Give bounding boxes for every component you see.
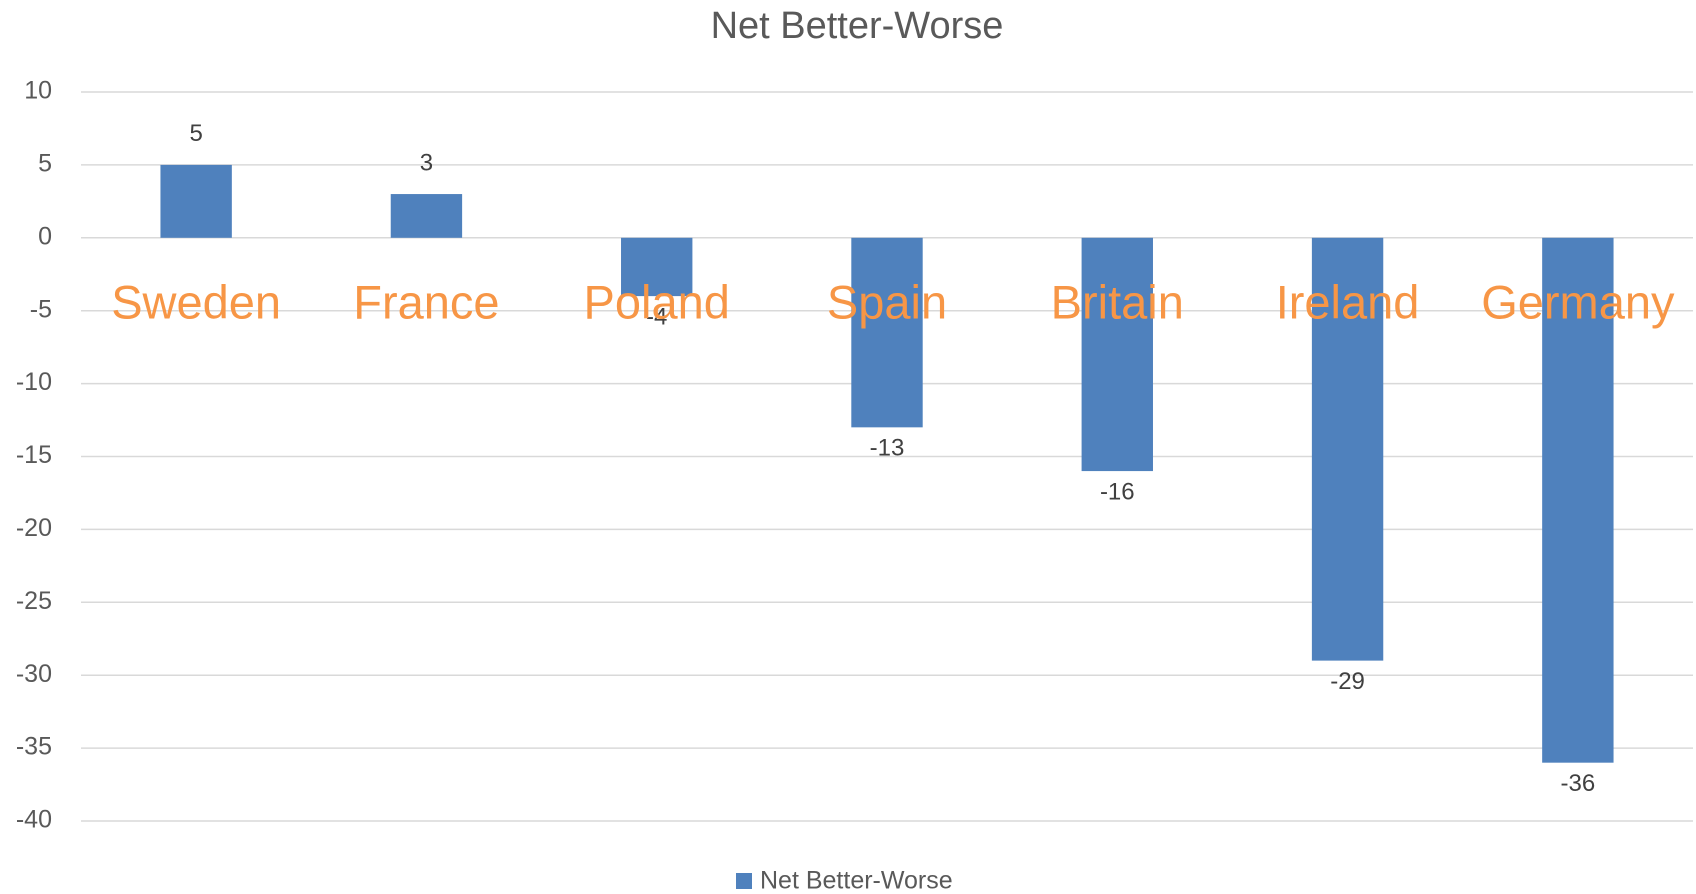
- data-label: 5: [189, 120, 202, 147]
- bar: [390, 194, 463, 238]
- data-label: -29: [1330, 668, 1365, 695]
- bar: [621, 237, 693, 297]
- y-tick-label: 5: [38, 150, 52, 178]
- x-tick-label: Sweden: [111, 275, 281, 328]
- y-tick-label: -5: [30, 295, 52, 323]
- legend-label: Net Better-Worse: [760, 867, 953, 894]
- bar: [160, 164, 232, 238]
- y-tick-label: -30: [16, 660, 52, 688]
- chart-title: Net Better-Worse: [711, 5, 1004, 47]
- legend-swatch: [736, 873, 752, 889]
- y-tick-label: -35: [16, 733, 52, 761]
- x-tick-label: Ireland: [1276, 275, 1420, 328]
- x-tick-label: Spain: [827, 275, 947, 328]
- bar: [1081, 237, 1153, 472]
- x-tick-label: Poland: [584, 275, 730, 328]
- x-tick-label: Germany: [1481, 275, 1675, 328]
- y-tick-label: -10: [16, 368, 52, 396]
- data-label: -13: [870, 435, 905, 462]
- bar: [1542, 237, 1614, 763]
- x-tick-label: Britain: [1051, 275, 1184, 328]
- data-label: -16: [1100, 478, 1135, 505]
- data-label: -36: [1561, 770, 1596, 797]
- bar: [851, 237, 923, 428]
- x-tick-label: France: [353, 275, 499, 328]
- y-tick-label: -40: [16, 806, 52, 834]
- y-tick-label: -25: [16, 587, 52, 615]
- y-tick-label: 10: [24, 77, 52, 105]
- bar: [1311, 237, 1384, 661]
- data-label: 3: [420, 149, 433, 176]
- y-tick-label: 0: [38, 222, 52, 250]
- y-tick-label: -20: [16, 514, 52, 542]
- y-tick-label: -15: [16, 441, 52, 469]
- data-label: -4: [646, 303, 667, 330]
